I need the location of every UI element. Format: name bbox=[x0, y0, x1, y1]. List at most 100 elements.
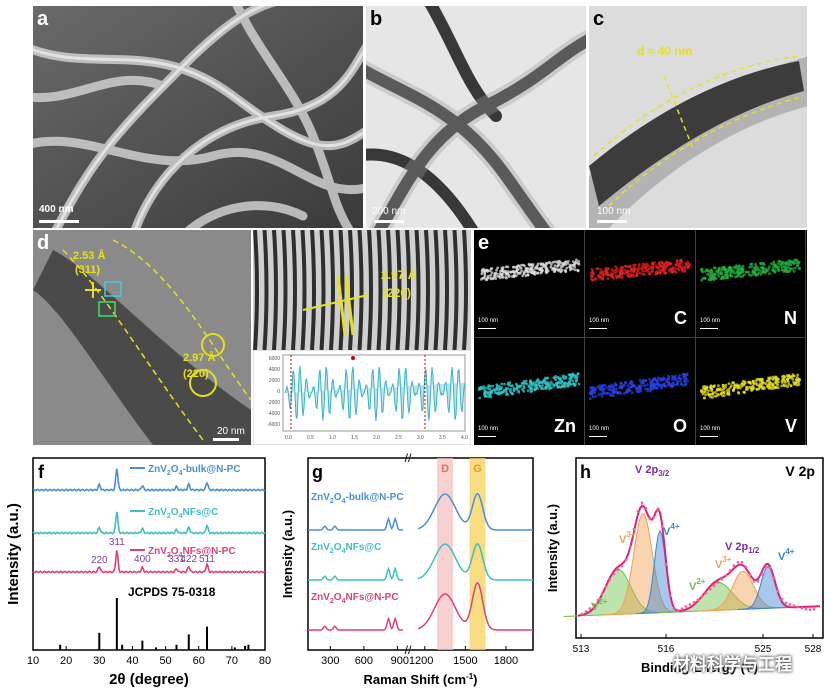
element-label: O bbox=[673, 416, 687, 437]
lattice-fringe bbox=[369, 230, 371, 350]
lattice-fringe bbox=[360, 230, 362, 350]
xps-data-point bbox=[717, 581, 720, 584]
scale-text: 100 nm bbox=[589, 426, 609, 432]
xps-data-point bbox=[725, 574, 728, 577]
xps-data-point bbox=[729, 569, 732, 572]
raman-band-highlight bbox=[437, 458, 453, 650]
xps-data-point bbox=[785, 602, 788, 605]
x-tick-label: 80 bbox=[259, 655, 271, 667]
fft-plane: (220) bbox=[383, 286, 411, 300]
xps-data-point bbox=[685, 605, 688, 608]
x-tick-label: 528 bbox=[805, 644, 822, 655]
peak-label: V 2p1/2 bbox=[725, 541, 760, 555]
panel-d-hrtem-image: d 2.53 Å (311) 2.97 Å (220) 20 nm bbox=[33, 230, 251, 445]
component-label: V4+ bbox=[663, 522, 680, 538]
scale-text: 400 nm bbox=[39, 204, 73, 215]
xps-data-point bbox=[713, 584, 716, 587]
xps-data-point bbox=[761, 573, 764, 576]
lattice-fringe bbox=[284, 230, 286, 350]
lattice-fringe bbox=[322, 230, 324, 350]
legend-label: ZnV2O4-bulk@N-PC bbox=[311, 492, 404, 505]
panel-b-tem-image: b 200 nm bbox=[366, 6, 586, 228]
lattice-fringe bbox=[436, 230, 438, 350]
element-label: N bbox=[784, 308, 797, 329]
xps-data-point bbox=[641, 502, 644, 505]
legend-label: ZnV2O4NFs@C bbox=[311, 542, 381, 555]
xps-data-point bbox=[601, 592, 604, 595]
watermark: 材料科学与工程 bbox=[673, 650, 792, 675]
x-tick-label: 60 bbox=[193, 655, 205, 667]
xps-data-point bbox=[705, 592, 708, 595]
scale-text: 200 nm bbox=[372, 206, 405, 217]
profile-ytick: -2000 bbox=[267, 400, 280, 406]
xps-data-point bbox=[781, 598, 784, 601]
y-axis-label: Intensity (a.u.) bbox=[545, 504, 560, 592]
legend-label: ZnV2O4NFs@C bbox=[148, 507, 218, 520]
xrd-plot: f 10 20 30 40 50 60 70 80 2θ (degree) Intensity (a… bbox=[0, 450, 275, 693]
xps-data-point bbox=[801, 607, 804, 610]
xps-data-point bbox=[609, 578, 612, 581]
xps-data-point bbox=[805, 608, 808, 611]
xps-data-point bbox=[689, 603, 692, 606]
xps-data-point bbox=[697, 598, 700, 601]
profile-ytick: -6000 bbox=[267, 422, 280, 428]
hkl-label: 220 bbox=[91, 555, 108, 566]
x-tick-label: 70 bbox=[226, 655, 238, 667]
profile-ytick: -4000 bbox=[267, 411, 280, 417]
legend-label: ZnV2O4NFs@N-PC bbox=[311, 592, 399, 605]
scale-bar bbox=[374, 220, 404, 223]
eds-map-tile: 100 nm N bbox=[696, 230, 806, 338]
scale-bar bbox=[39, 220, 79, 223]
panel-h-xps-chart: hV 2p Intensity (a.u.) Binding Energy (V) 5… bbox=[543, 450, 831, 693]
xps-data-point bbox=[773, 577, 776, 580]
panel-e-eds-maps: 100 nm 100 nm C 100 nm N 100 nm Zn 100 nm O 100 n… bbox=[474, 230, 807, 445]
profile-xtick: 1.5 bbox=[351, 435, 358, 441]
xps-data-point bbox=[765, 566, 768, 569]
x-tick-label: 30 bbox=[93, 655, 105, 667]
lattice-fringe bbox=[293, 230, 295, 350]
xps-data-point bbox=[617, 568, 620, 571]
xps-data-point bbox=[669, 595, 672, 598]
xps-data-point bbox=[605, 585, 608, 588]
xps-data-point bbox=[673, 607, 676, 610]
lattice-fringe bbox=[426, 230, 428, 350]
xps-data-point bbox=[677, 609, 680, 612]
hkl-label: 511 bbox=[199, 554, 215, 565]
raman-plot: g D G // // 300 600 9001200 1500 1800 Raman Shift … bbox=[278, 450, 540, 693]
xps-data-point bbox=[693, 601, 696, 604]
ifft-lattice-fringes bbox=[253, 230, 471, 350]
scale-text: 100 nm bbox=[478, 318, 498, 324]
scale-bar bbox=[589, 436, 607, 437]
xps-data-point bbox=[737, 561, 740, 564]
d-spacing-220: 2.97 Å bbox=[183, 352, 215, 364]
profile-ytick: 6000 bbox=[269, 356, 280, 362]
x-axis-label: 2θ (degree) bbox=[109, 671, 189, 688]
panel-c-tem-image: c d ≈ 40 nm 100 nm bbox=[589, 6, 807, 228]
tem-nanofibers bbox=[366, 6, 586, 228]
scale-text: 100 nm bbox=[597, 206, 630, 217]
profile-xtick: 0.0 bbox=[285, 435, 292, 441]
profile-ytick: 0 bbox=[277, 389, 280, 395]
panel-h-label: h bbox=[580, 462, 591, 482]
scale-bar bbox=[700, 328, 718, 329]
xps-data-point bbox=[613, 573, 616, 576]
xps-data-point bbox=[797, 606, 800, 609]
x-axis-label: Raman Shift (cm-1) bbox=[363, 672, 477, 687]
eds-map-tile: 100 nm C bbox=[585, 230, 696, 338]
lattice-fringe bbox=[417, 230, 419, 350]
x-tick-label: 513 bbox=[573, 644, 590, 655]
chart-title: V 2p bbox=[785, 463, 815, 479]
x-tick-label: 600 bbox=[355, 655, 373, 667]
scale-text: 100 nm bbox=[589, 318, 609, 324]
hkl-label: 422 bbox=[180, 554, 197, 565]
x-tick-label: 50 bbox=[159, 655, 171, 667]
element-label: V bbox=[785, 416, 797, 437]
scale-text: 100 nm bbox=[700, 426, 720, 432]
diameter-annotation: d ≈ 40 nm bbox=[637, 44, 692, 58]
scale-text: 100 nm bbox=[478, 426, 498, 432]
raman-band-highlight bbox=[470, 458, 486, 650]
tem-single-fiber bbox=[589, 6, 807, 228]
xps-data-point bbox=[813, 608, 816, 611]
scale-bar bbox=[213, 438, 239, 441]
lattice-fringe bbox=[379, 230, 381, 350]
